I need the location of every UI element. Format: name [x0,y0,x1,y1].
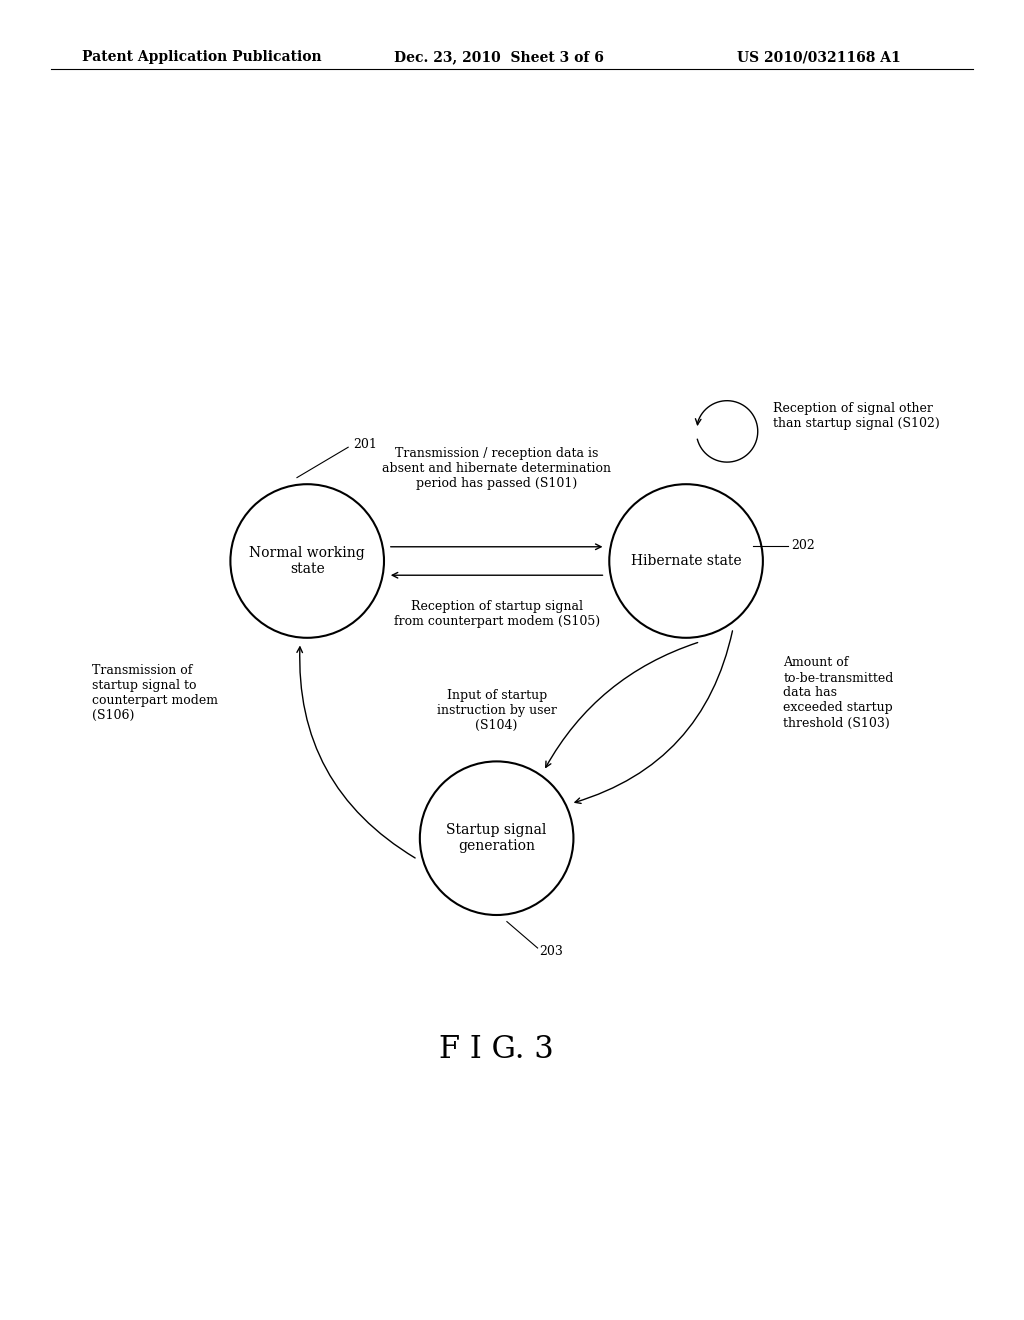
Text: Reception of startup signal
from counterpart modem (S105): Reception of startup signal from counter… [393,599,600,628]
Text: Dec. 23, 2010  Sheet 3 of 6: Dec. 23, 2010 Sheet 3 of 6 [394,50,604,65]
Text: Normal working
state: Normal working state [249,546,366,576]
Text: 202: 202 [792,539,815,552]
Text: Startup signal
generation: Startup signal generation [446,824,547,853]
Text: Patent Application Publication: Patent Application Publication [82,50,322,65]
Text: 201: 201 [353,438,377,451]
Text: F I G. 3: F I G. 3 [439,1034,554,1065]
Text: Amount of
to-be-transmitted
data has
exceeded startup
threshold (S103): Amount of to-be-transmitted data has exc… [783,656,894,730]
Text: Hibernate state: Hibernate state [631,554,741,568]
Text: Reception of signal other
than startup signal (S102): Reception of signal other than startup s… [773,401,940,430]
Text: 203: 203 [540,945,563,958]
Text: Transmission of
startup signal to
counterpart modem
(S106): Transmission of startup signal to counte… [92,664,218,722]
Text: US 2010/0321168 A1: US 2010/0321168 A1 [737,50,901,65]
Text: Input of startup
instruction by user
(S104): Input of startup instruction by user (S1… [436,689,557,731]
Text: Transmission / reception data is
absent and hibernate determination
period has p: Transmission / reception data is absent … [382,447,611,490]
